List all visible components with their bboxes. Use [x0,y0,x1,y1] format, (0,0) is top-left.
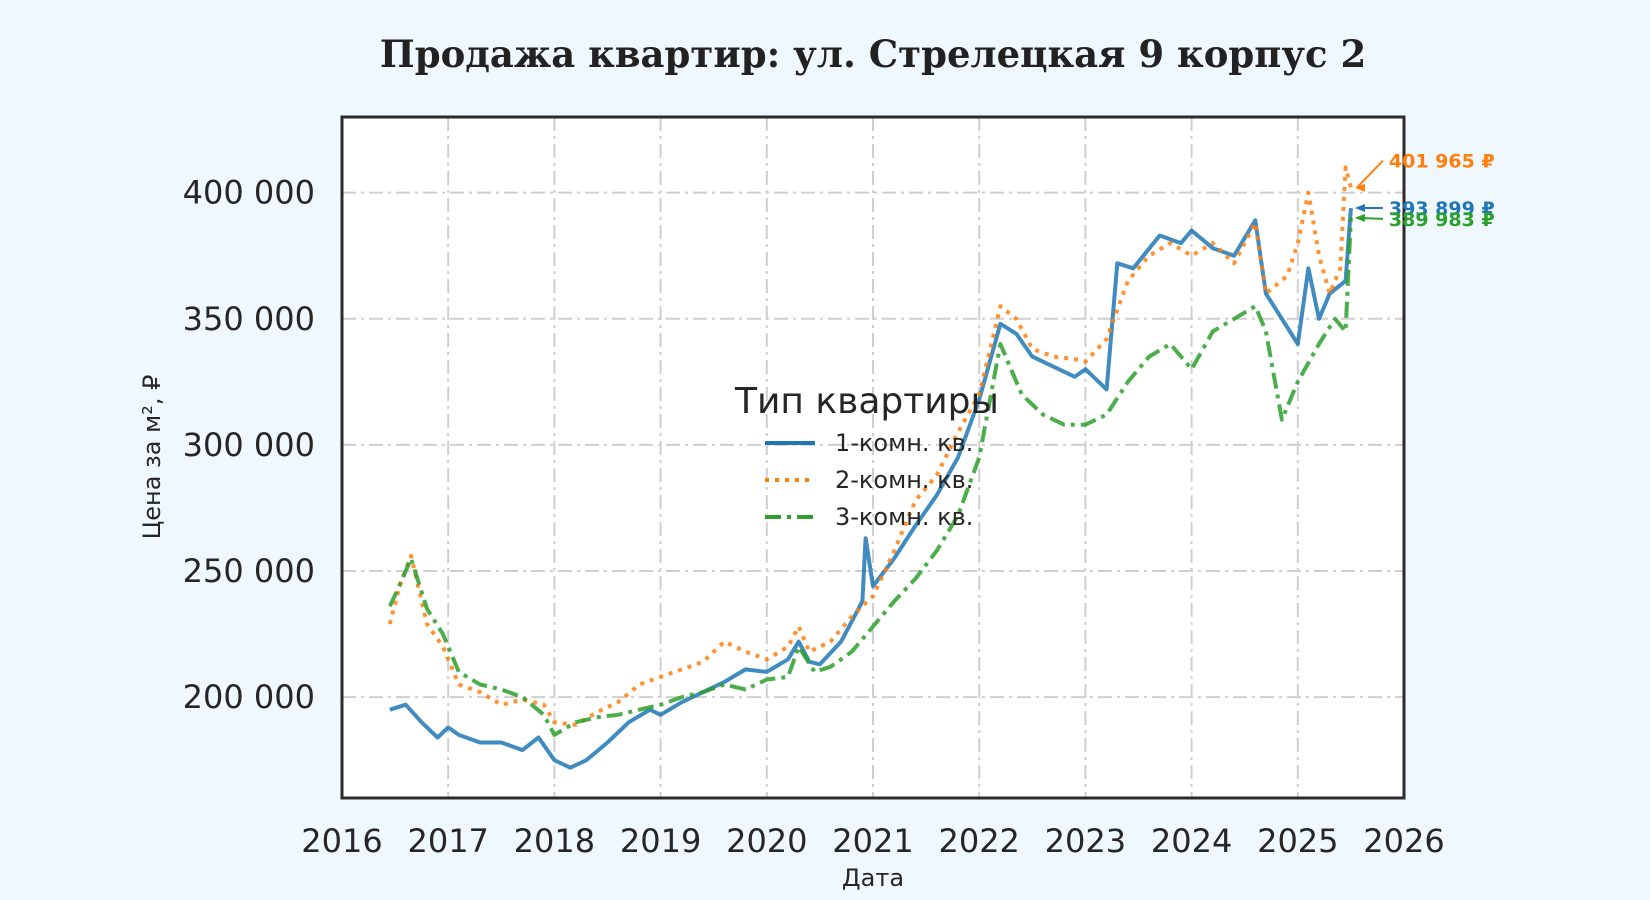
end-label-arrow [1356,160,1384,189]
chart-title: Продажа квартир: ул. Стрелецкая 9 корпус… [380,32,1366,76]
x-tick-label: 2025 [1257,822,1338,860]
end-label: 389 983 ₽ [1389,209,1495,231]
y-axis-ticks: 200 000 250 000 300 000 350 000 400 000 [183,174,315,716]
end-label: 401 965 ₽ [1389,151,1495,173]
legend-label: 2-комн. кв. [835,466,973,494]
x-tick-label: 2023 [1045,822,1126,860]
y-axis-label: Цена за м², ₽ [138,375,166,540]
x-tick-label: 2026 [1363,822,1444,860]
end-label: 393 899 ₽ [1389,198,1495,220]
x-tick-label: 2017 [407,822,488,860]
legend-label: 3-комн. кв. [835,503,973,531]
x-tick-label: 2022 [938,822,1019,860]
x-axis-ticks: 2016 2017 2018 2019 2020 2021 2022 2023 2024 2025… [301,822,1444,860]
series-line-3room [387,217,1353,737]
end-label-arrowhead [1354,204,1365,213]
x-axis-label: Дата [842,864,904,892]
y-tick-label: 200 000 [183,678,315,716]
x-tick-label: 2018 [514,822,595,860]
legend: Тип квартиры 1-комн. кв. 2-комн. кв. 3-ком… [734,381,999,531]
gridlines [342,117,1404,798]
legend-title: Тип квартиры [734,381,999,422]
plot-frame [340,115,1406,800]
x-tick-label: 2019 [620,822,701,860]
x-tick-label: 2016 [301,822,382,860]
y-tick-label: 300 000 [183,426,315,464]
y-tick-label: 400 000 [183,174,315,212]
end-label-arrowhead [1354,183,1365,192]
x-tick-label: 2024 [1151,822,1232,860]
end-label-arrowhead [1354,213,1365,222]
series-line-1room [389,207,1353,770]
x-tick-label: 2020 [726,822,807,860]
series-line-2room [387,165,1353,727]
x-tick-label: 2021 [832,822,913,860]
legend-label: 1-комн. кв. [835,429,973,457]
y-tick-label: 250 000 [183,552,315,590]
y-tick-label: 350 000 [183,300,315,338]
series-lines [387,165,1353,770]
end-labels: 393 899 ₽ 401 965 ₽ 389 983 ₽ [1354,151,1495,231]
